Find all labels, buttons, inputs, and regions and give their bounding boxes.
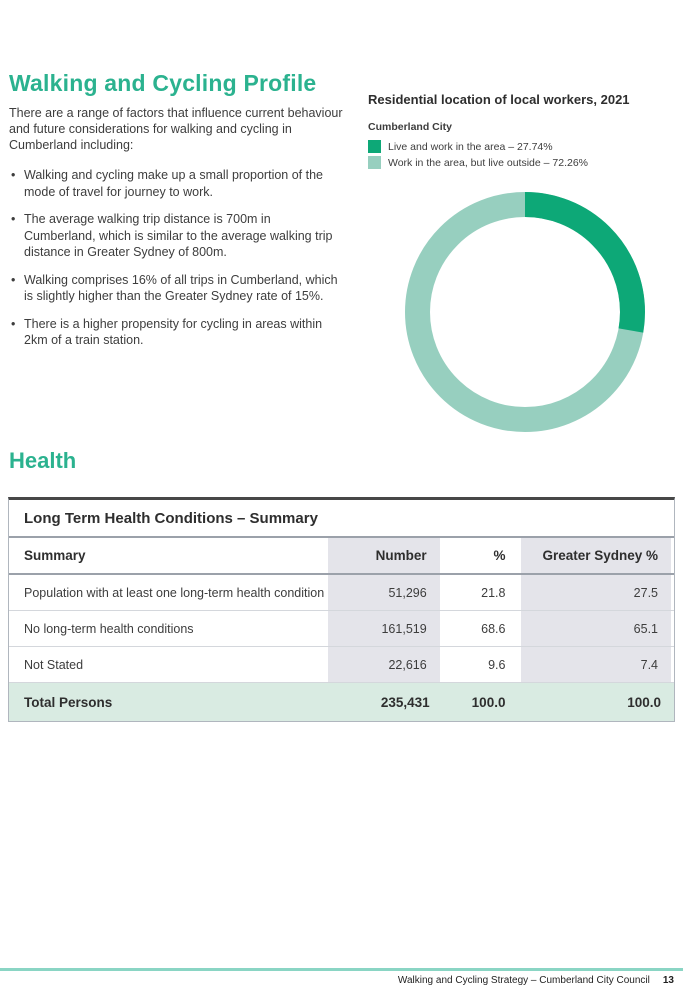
- chart-subtitle: Cumberland City: [368, 121, 453, 133]
- column-header: Number: [325, 538, 443, 573]
- table-row: Not Stated 22,616 9.6 7.4: [9, 647, 675, 683]
- profile-section: Walking and Cycling Profile There are a …: [9, 70, 343, 360]
- table-cell: 27.5: [518, 575, 675, 610]
- bullet-item: There is a higher propensity for cycling…: [9, 316, 343, 349]
- health-conditions-table: Long Term Health Conditions – Summary Su…: [8, 497, 675, 722]
- table-cell: 235,431: [380, 694, 430, 710]
- footer-label: Walking and Cycling Strategy – Cumberlan…: [397, 975, 650, 986]
- section-heading-health: Health: [9, 448, 77, 473]
- intro-paragraph: There are a range of factors that influe…: [9, 106, 343, 152]
- table-header-row: Summary Number % Greater Sydney %: [9, 538, 675, 575]
- table-title-row: Long Term Health Conditions – Summary: [9, 500, 674, 538]
- table-cell: 68.6: [481, 621, 506, 636]
- footer-rule: [0, 968, 683, 971]
- donut-segment-primary: [405, 192, 645, 432]
- legend-label: Work in the area, but live outside – 72.…: [388, 156, 589, 169]
- chart-title: Residential location of local workers, 2…: [368, 92, 630, 107]
- donut-chart-svg: [405, 192, 645, 432]
- table-cell: 9.6: [488, 657, 506, 672]
- table-cell: 100.0: [627, 694, 661, 710]
- bullet-item: Walking comprises 16% of all trips in Cu…: [9, 272, 343, 305]
- table-cell: Not Stated: [24, 657, 84, 672]
- footer: Walking and Cycling Strategy – Cumberlan…: [398, 975, 674, 986]
- legend-item: Work in the area, but live outside – 72.…: [368, 156, 673, 169]
- table-cell: 7.4: [518, 647, 675, 682]
- table-cell: 65.1: [518, 611, 675, 646]
- legend-swatch-secondary: [368, 156, 381, 169]
- chart-block: Residential location of local workers, 2…: [368, 92, 673, 172]
- table-cell: 161,519: [325, 611, 443, 646]
- legend-swatch-primary: [368, 140, 381, 153]
- bullet-list: Walking and cycling make up a small prop…: [9, 167, 343, 349]
- donut-chart: [405, 192, 645, 432]
- legend-label: Live and work in the area – 27.74%: [388, 140, 553, 153]
- bullet-item: Walking and cycling make up a small prop…: [9, 167, 343, 200]
- table-cell: 51,296: [325, 575, 443, 610]
- table-cell: 100.0: [471, 694, 506, 710]
- table-total-row: Total Persons 235,431 100.0 100.0: [9, 683, 674, 721]
- footer-page-number: 13: [662, 975, 674, 986]
- bullet-item: The average walking trip distance is 700…: [9, 211, 343, 261]
- table-cell: 22,616: [325, 647, 443, 682]
- table-cell: 21.8: [481, 585, 506, 600]
- page-title: Walking and Cycling Profile: [9, 70, 317, 96]
- column-header: Greater Sydney %: [518, 538, 675, 573]
- table-cell: Total Persons: [24, 694, 113, 710]
- column-header: %: [493, 548, 506, 563]
- table-row: No long-term health conditions 161,519 6…: [9, 611, 675, 647]
- table-row: Population with at least one long-term h…: [9, 575, 675, 611]
- legend-item: Live and work in the area – 27.74%: [368, 140, 673, 153]
- table-title: Long Term Health Conditions – Summary: [24, 509, 318, 527]
- table-cell: No long-term health conditions: [24, 621, 194, 636]
- table-cell: Population with at least one long-term h…: [24, 585, 325, 600]
- column-header: Summary: [24, 548, 86, 563]
